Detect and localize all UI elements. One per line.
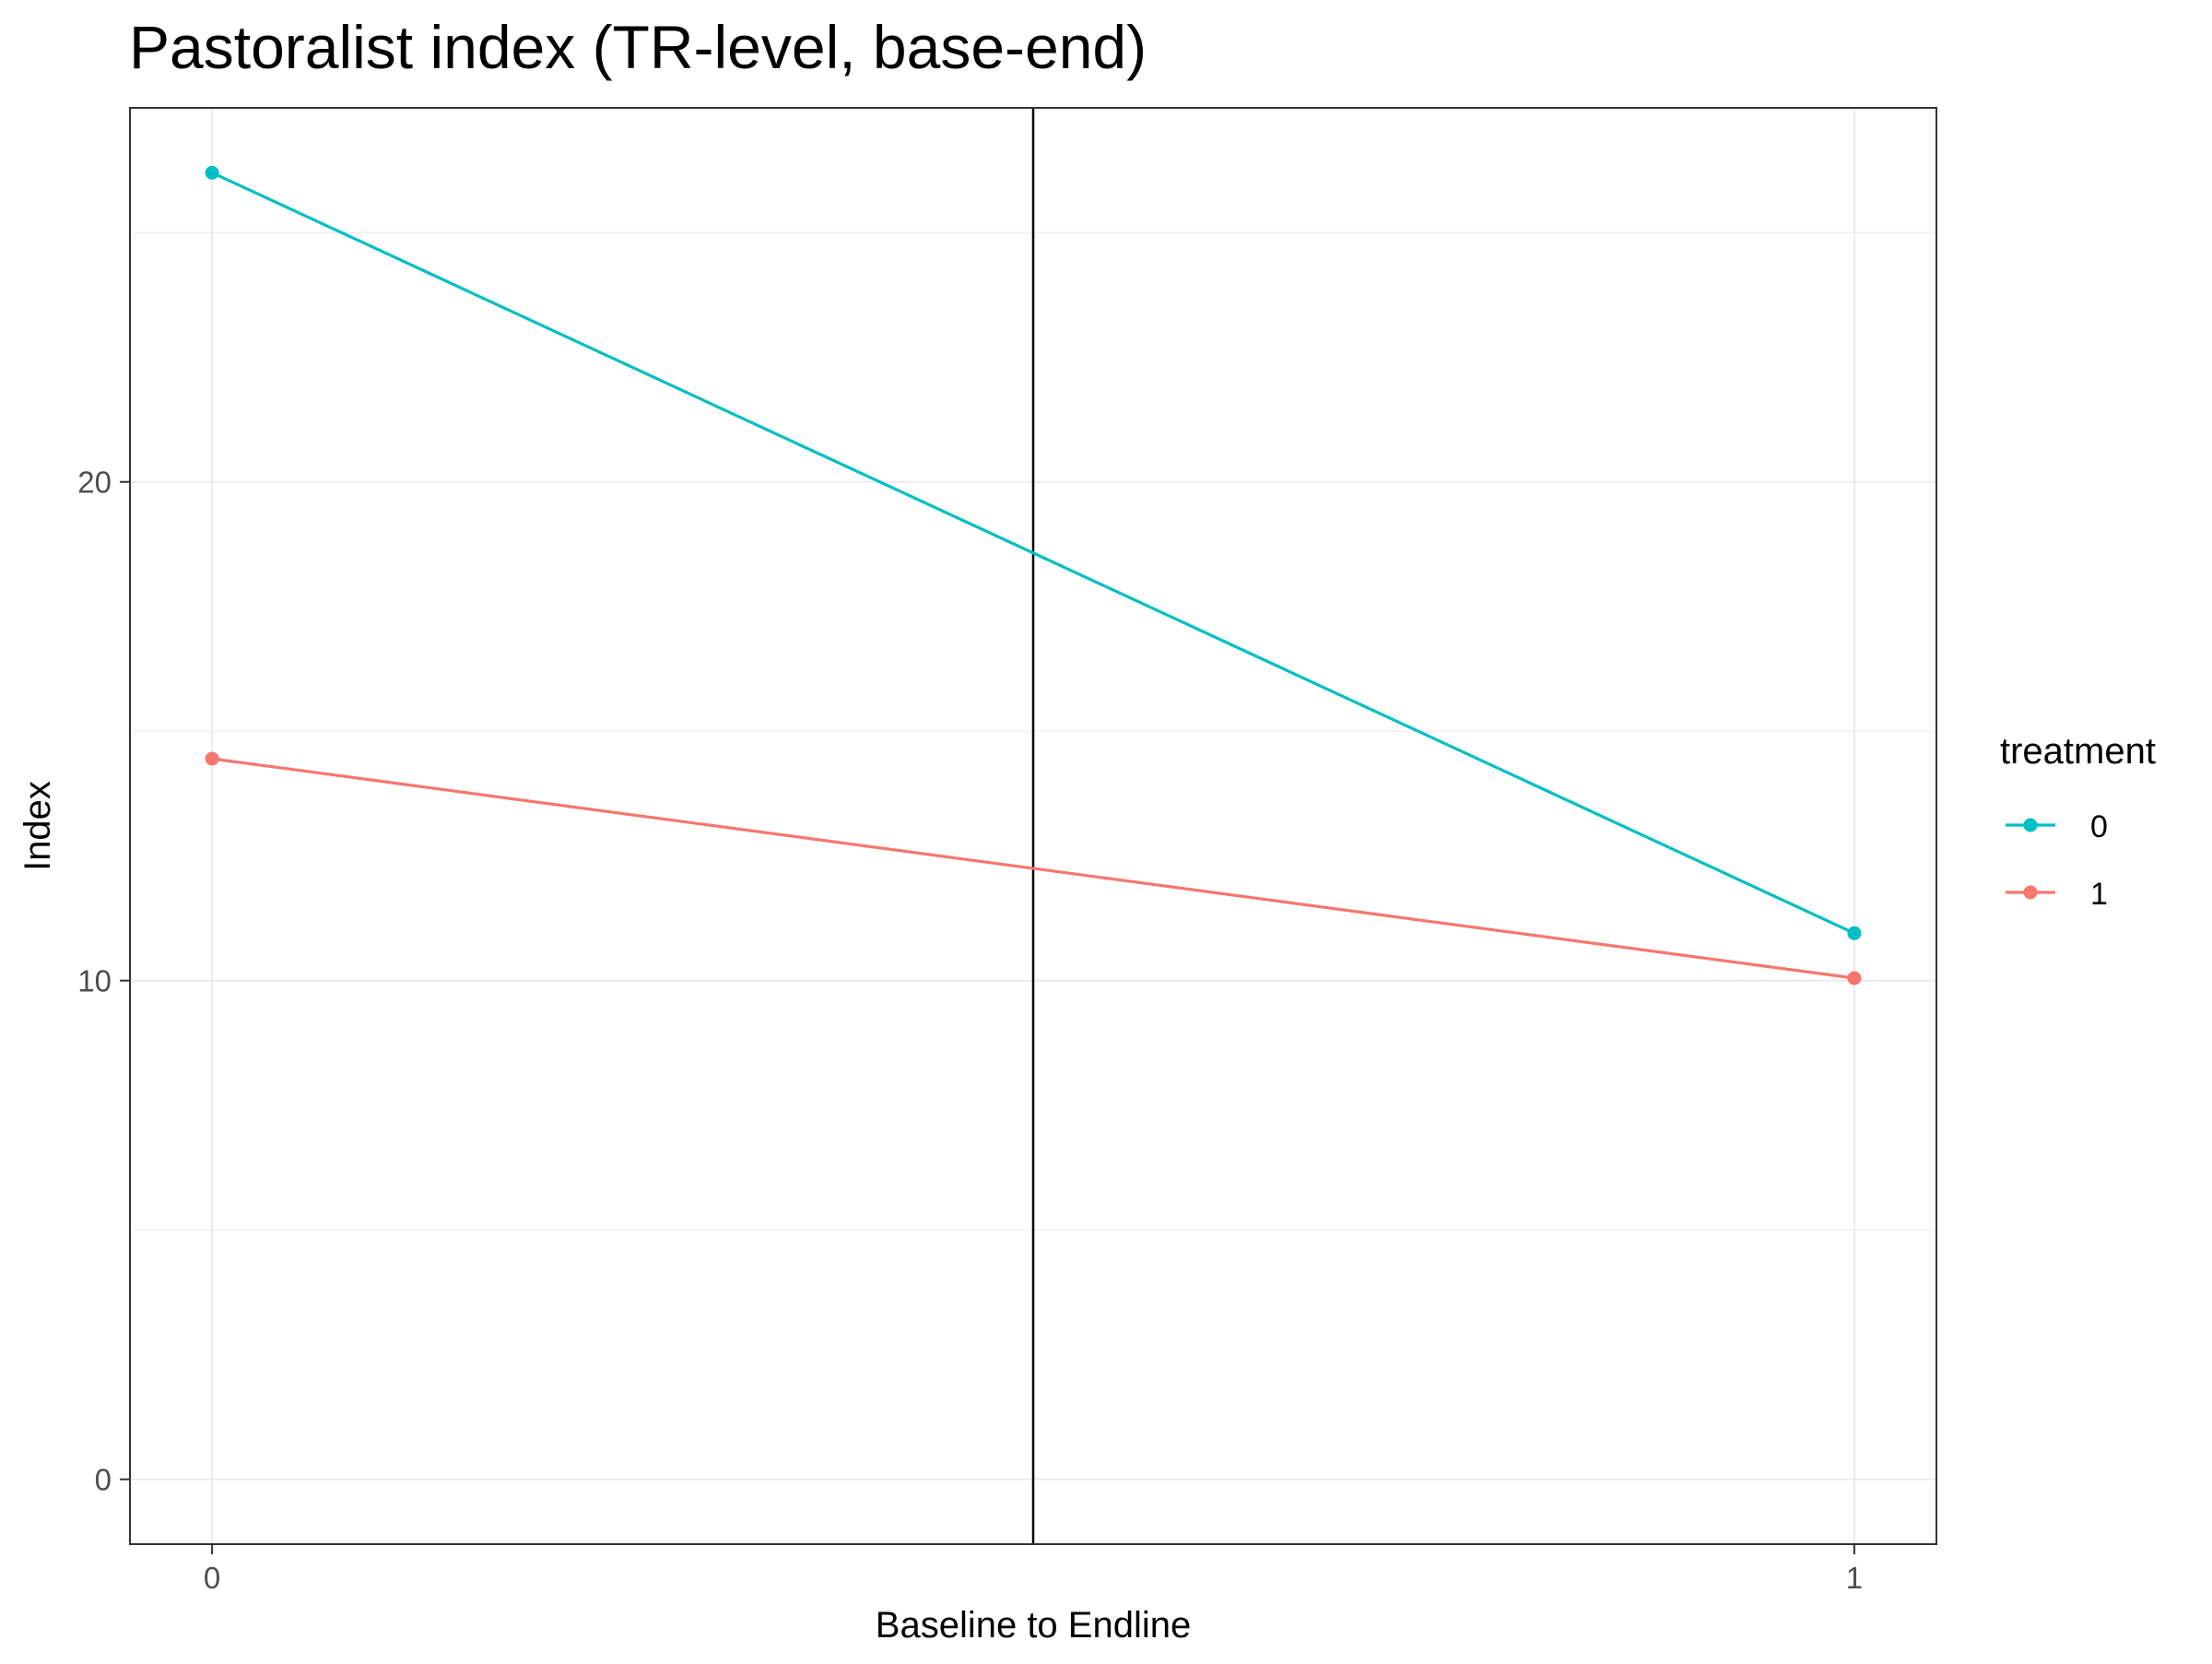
legend-items: 01	[2006, 809, 2108, 912]
legend-key-point	[2023, 818, 2038, 832]
x-axis-label: Baseline to Endline	[876, 1605, 1191, 1646]
legend-label: 1	[2090, 877, 2108, 912]
x-tick-label: 1	[1846, 1561, 1863, 1595]
data-point-0-1	[1847, 926, 1862, 940]
series-line-0	[211, 171, 1855, 935]
y-tick-label: 10	[77, 964, 112, 998]
legend-title: treatment	[2000, 731, 2156, 772]
x-tick-label: 0	[204, 1561, 220, 1595]
plot-panel-border	[129, 107, 1937, 1545]
data-point-1-1	[1847, 971, 1862, 985]
legend-label: 0	[2090, 809, 2108, 844]
y-axis-label: Index	[18, 781, 58, 871]
y-axis: 0 10 20	[77, 466, 130, 1497]
y-tick-label: 0	[95, 1463, 112, 1497]
series-1	[205, 751, 1862, 985]
data-point-0-0	[205, 165, 219, 180]
legend: treatment 01	[2000, 731, 2156, 912]
legend-item-0: 0	[2006, 809, 2108, 844]
series-line-1	[211, 757, 1855, 980]
data-point-1-0	[205, 751, 219, 766]
legend-item-1: 1	[2006, 877, 2108, 912]
series-0	[205, 165, 1862, 940]
y-tick-label: 20	[77, 466, 112, 500]
chart-title: Pastoralist index (TR-level, base-end)	[129, 13, 1147, 81]
legend-key-point	[2023, 885, 2038, 900]
series-layer	[205, 165, 1862, 985]
